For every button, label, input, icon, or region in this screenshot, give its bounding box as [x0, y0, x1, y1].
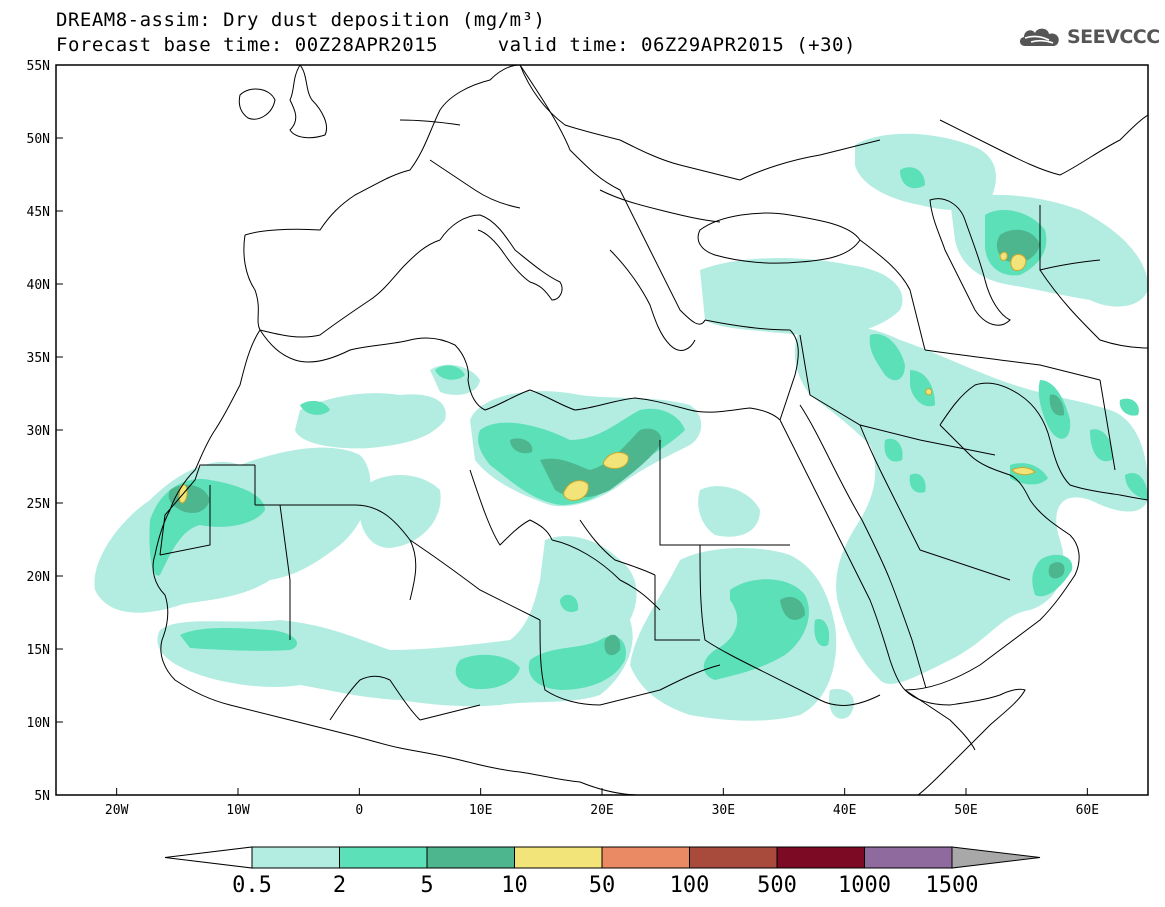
seevccc-logo: SEEVCCC	[1017, 24, 1160, 50]
colorbar-swatch	[864, 846, 953, 869]
lon-tick-label: 10E	[469, 803, 492, 818]
lon-tick-label: 40E	[833, 803, 856, 818]
lat-tick-label: 55N	[27, 59, 50, 74]
colorbar-label: 1000	[838, 873, 891, 898]
lat-tick-label: 15N	[27, 643, 50, 658]
lon-tick-label: 50E	[954, 803, 977, 818]
colorbar-swatch	[339, 846, 428, 869]
lat-tick-label: 30N	[27, 424, 50, 439]
colorbar: 0.5 2 5 10 50 100 500 1000 1500	[164, 846, 1041, 898]
lon-tick-label: 10W	[226, 803, 250, 818]
colorbar-swatch	[601, 846, 690, 869]
lon-tick-label: 20E	[590, 803, 613, 818]
colorbar-swatch	[776, 846, 865, 869]
lon-tick-label: 30E	[712, 803, 735, 818]
lat-tick-label: 40N	[27, 278, 50, 293]
chart-subtitle: Forecast base time: 00Z28APR2015 valid t…	[56, 34, 856, 56]
colorbar-label: 50	[589, 873, 616, 898]
dust-deposition-fields	[94, 133, 1148, 721]
colorbar-label: 0.5	[232, 873, 272, 898]
cloud-icon	[1019, 28, 1059, 46]
coastlines-borders	[152, 65, 1148, 795]
colorbar-under-triangle	[164, 846, 253, 869]
colorbar-label: 2	[333, 873, 346, 898]
colorbar-swatch	[514, 846, 603, 869]
chart-title: DREAM8-assim: Dry dust deposition (mg/m³…	[56, 9, 546, 31]
colorbar-swatch	[689, 846, 778, 869]
lon-tick-label: 20W	[105, 803, 129, 818]
colorbar-swatch	[426, 846, 515, 869]
lat-tick-label: 45N	[27, 205, 50, 220]
lat-tick-label: 20N	[27, 570, 50, 585]
lat-tick-label: 50N	[27, 132, 50, 147]
colorbar-label: 1500	[926, 873, 979, 898]
lat-tick-label: 35N	[27, 351, 50, 366]
lat-tick-label: 25N	[27, 497, 50, 512]
map-axes: 55N 50N 45N 40N 35N 30N 25N 20N 15N 10N 5N 20W 10W 0 1…	[27, 59, 1100, 818]
colorbar-label: 5	[420, 873, 433, 898]
colorbar-label: 10	[501, 873, 528, 898]
map-content	[94, 65, 1148, 795]
colorbar-label: 500	[757, 873, 797, 898]
colorbar-swatch	[251, 846, 340, 869]
colorbar-label: 100	[670, 873, 710, 898]
lon-tick-label: 60E	[1076, 803, 1099, 818]
logo-text: SEEVCCC	[1067, 26, 1160, 48]
colorbar-over-triangle	[951, 846, 1041, 869]
lon-tick-label: 0	[355, 803, 363, 818]
lat-tick-label: 5N	[34, 789, 50, 804]
lat-tick-label: 10N	[27, 716, 50, 731]
